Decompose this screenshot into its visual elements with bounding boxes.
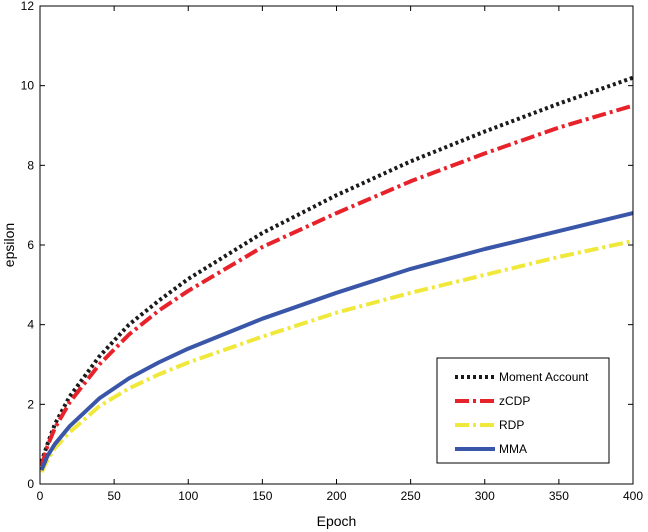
series-line-rdp xyxy=(39,239,634,473)
legend-label: Moment Account xyxy=(499,370,589,384)
y-tick-label: 6 xyxy=(27,238,34,252)
x-tick-label: 100 xyxy=(178,489,198,503)
x-tick-label: 150 xyxy=(252,489,272,503)
x-tick-label: 350 xyxy=(549,489,569,503)
x-tick-label: 50 xyxy=(107,489,121,503)
y-tick-label: 10 xyxy=(21,79,35,93)
series-line-zcdp xyxy=(39,103,634,467)
y-tick-label: 0 xyxy=(27,477,34,491)
legend-label: zCDP xyxy=(499,394,530,408)
y-tick-label: 8 xyxy=(27,158,34,172)
y-tick-label: 2 xyxy=(27,397,34,411)
x-axis-label: Epoch xyxy=(317,513,357,529)
legend-box xyxy=(436,357,610,464)
tick-layer: 0 50 100 150 200 250 300 350 400 0 2 4 6 8 10 12 xyxy=(21,0,644,503)
legend: Moment Account zCDP RDP MMA xyxy=(436,357,610,464)
x-tick-label: 300 xyxy=(475,489,495,503)
x-tick-label: 400 xyxy=(623,489,643,503)
series-layer xyxy=(39,75,634,473)
y-tick-label: 12 xyxy=(21,0,35,13)
y-tick-label: 4 xyxy=(27,318,34,332)
series-line-moment-account xyxy=(39,75,634,463)
x-tick-label: 0 xyxy=(37,489,44,503)
series-line-mma xyxy=(39,211,634,471)
legend-label: RDP xyxy=(499,418,524,432)
x-tick-label: 200 xyxy=(326,489,346,503)
legend-label: MMA xyxy=(499,442,527,456)
y-axis-label: epsilon xyxy=(1,223,17,267)
x-tick-label: 250 xyxy=(401,489,421,503)
